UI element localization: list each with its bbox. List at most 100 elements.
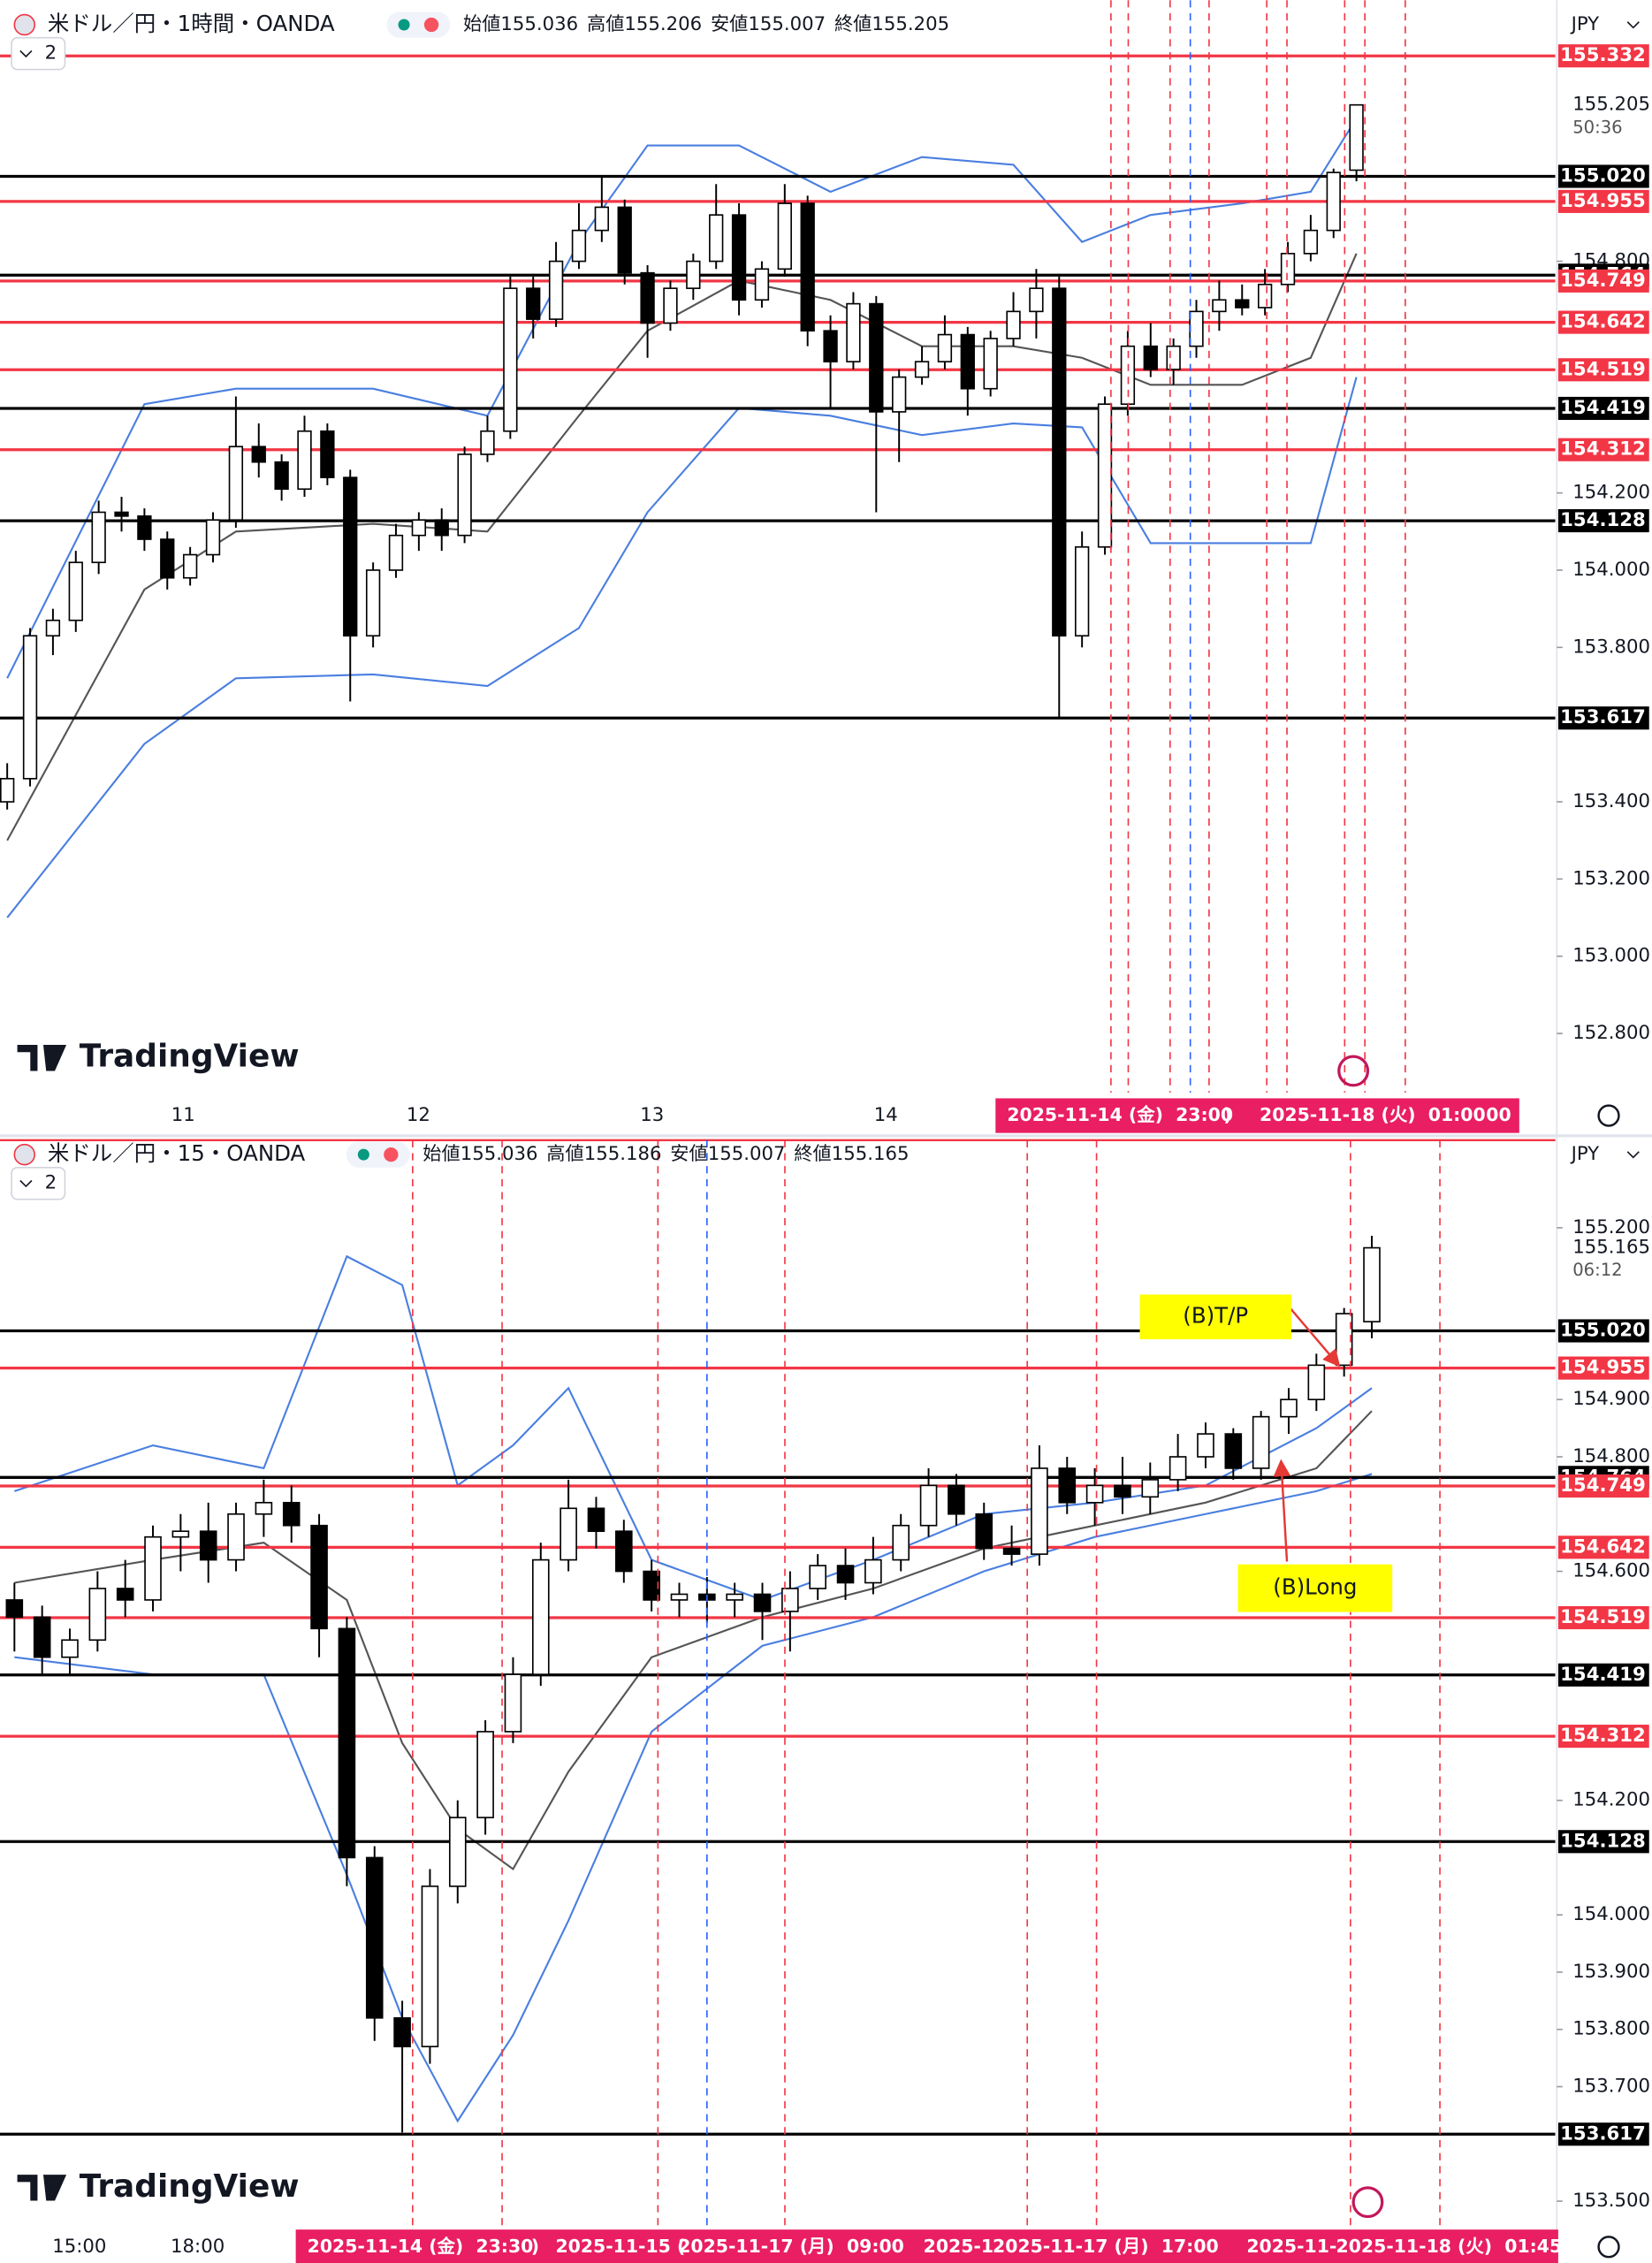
candle-body xyxy=(1307,1364,1326,1401)
level-label-bg xyxy=(1557,1725,1649,1749)
settings-icon[interactable] xyxy=(1597,1104,1620,1127)
candle-body xyxy=(282,1501,301,1527)
chart-title: 米ドル／円・15・OANDA xyxy=(48,1140,306,1166)
interval-button[interactable] xyxy=(11,1166,66,1200)
candle-body xyxy=(365,1856,384,2019)
time-bar-label: 2025-11-17 (月) 09:00 xyxy=(678,2236,904,2257)
annotation-box xyxy=(1237,1564,1393,1612)
level-label: 153.617 xyxy=(1560,706,1646,728)
level-label-bg xyxy=(1557,1535,1649,1559)
symbol-icon xyxy=(13,13,35,36)
y-tick-label: 153.200 xyxy=(1572,867,1650,889)
candle-body xyxy=(754,268,770,301)
countdown: 06:12 xyxy=(1572,1260,1622,1280)
candle-body xyxy=(199,1530,217,1561)
settings-icon[interactable] xyxy=(1597,2236,1620,2259)
candle-body xyxy=(1197,1433,1214,1458)
candle-body xyxy=(338,1627,356,1859)
time-bar-label: ) xyxy=(1223,1104,1231,1125)
alert-icon xyxy=(1351,2186,1384,2219)
status-pill xyxy=(346,1141,410,1168)
time-bar-label: ) xyxy=(531,2236,539,2257)
y-tick-label: 153.400 xyxy=(1572,790,1650,812)
level-label: 154.955 xyxy=(1560,1357,1646,1379)
candle-body xyxy=(937,333,953,362)
interval-label: 2 xyxy=(45,42,57,65)
time-bar-label: 2025-11- xyxy=(1246,2236,1336,2257)
level-label-bg xyxy=(1557,1663,1649,1687)
candle-body xyxy=(343,476,358,637)
level-label-bg xyxy=(1557,1830,1649,1854)
candle-body xyxy=(1006,310,1021,339)
candle-body xyxy=(91,511,106,564)
candle-body xyxy=(670,1593,689,1601)
level-label-bg xyxy=(1557,1474,1649,1498)
candle-body xyxy=(846,302,861,362)
level-label: 154.128 xyxy=(1560,1830,1646,1852)
y-tick-label: 154.800 xyxy=(1572,1445,1650,1467)
ohlc-value: 155.036 xyxy=(500,13,578,35)
candle-body xyxy=(33,1616,51,1658)
level-label: 155.332 xyxy=(1560,44,1646,66)
ohlc-value: 155.036 xyxy=(461,1143,538,1165)
y-tick-label: 154.200 xyxy=(1572,482,1650,504)
candle-body xyxy=(1029,287,1044,313)
y-tick-label: 155.200 xyxy=(1572,1216,1650,1238)
level-label: 153.617 xyxy=(1560,2122,1646,2145)
y-tick-label: 154.000 xyxy=(1572,1903,1650,1925)
candle-body xyxy=(228,446,244,522)
y-tick-label: 153.500 xyxy=(1572,2190,1650,2212)
level-label-bg xyxy=(1557,706,1649,730)
chevron xyxy=(19,50,33,58)
status-dot xyxy=(423,17,439,33)
watermark: TradingView xyxy=(80,1039,300,1075)
status-pill xyxy=(386,11,451,38)
candle-body xyxy=(640,271,655,324)
level-label-bg xyxy=(1557,164,1649,188)
candle-body xyxy=(731,214,747,301)
candle-body xyxy=(1085,1484,1104,1504)
ohlc-label: 始値 xyxy=(463,13,500,35)
ohlc-label: 終値 xyxy=(794,1143,831,1165)
candle-body xyxy=(1058,1467,1077,1504)
candle-body xyxy=(182,553,198,579)
candle-body xyxy=(448,1817,467,1887)
level-label-bg xyxy=(1557,189,1649,213)
countdown: 50:36 xyxy=(1572,117,1622,137)
level-label: 154.519 xyxy=(1560,358,1646,380)
interval-button[interactable] xyxy=(11,36,66,71)
band-line xyxy=(14,1473,1373,2123)
y-tick-label: 154.200 xyxy=(1572,1789,1650,1811)
candle-body xyxy=(526,287,541,320)
candle-body xyxy=(1114,1484,1131,1498)
chevron xyxy=(1626,1151,1640,1159)
y-tick-label: 152.800 xyxy=(1572,1022,1650,1044)
candle-body xyxy=(457,453,472,537)
time-bar-label: 2025-11-17 (月) 17:00 xyxy=(993,2236,1219,2257)
y-tick-label: 154.000 xyxy=(1572,559,1650,581)
candle-body xyxy=(836,1565,855,1584)
candle-body xyxy=(1235,299,1250,309)
plot-area xyxy=(0,1235,1556,2136)
level-label: 154.519 xyxy=(1560,1606,1646,1628)
candle-body xyxy=(594,206,609,232)
candle-body xyxy=(255,1501,273,1515)
annotation-arrow xyxy=(1273,1459,1291,1562)
band-line xyxy=(6,253,1358,842)
candle-body xyxy=(137,515,152,540)
level-label: 154.642 xyxy=(1560,311,1646,333)
ohlc-value: 155.206 xyxy=(624,13,702,35)
candle-body xyxy=(1303,229,1319,255)
candle-body xyxy=(1326,171,1341,232)
candle-body xyxy=(800,202,815,332)
ohlc-header: 始値155.036 高値155.206 安値155.007 終値155.205 xyxy=(463,13,949,35)
candle-body xyxy=(531,1558,550,1675)
candle-body xyxy=(1074,545,1090,637)
candle-body xyxy=(823,330,838,362)
level-label-bg xyxy=(1557,358,1649,382)
candle-body xyxy=(114,511,129,517)
y-tick-label: 153.700 xyxy=(1572,2076,1650,2098)
candle-body xyxy=(777,202,792,270)
candle-body xyxy=(22,635,38,780)
level-label: 154.312 xyxy=(1560,1725,1646,1747)
